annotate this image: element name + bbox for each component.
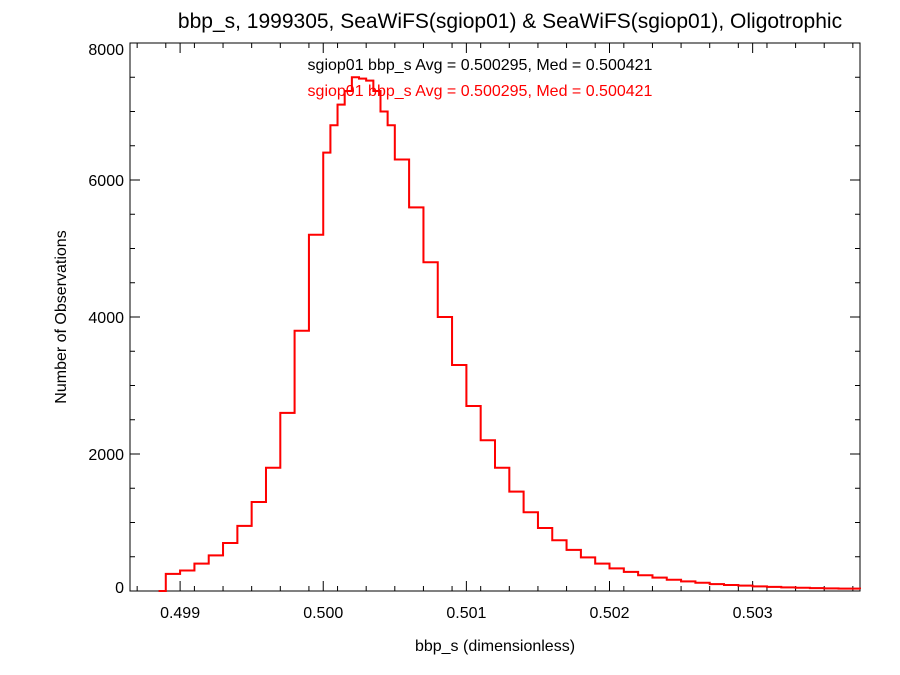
series-line-black: [158, 76, 861, 592]
plot-frame: [129, 42, 861, 592]
y-tick-label: 2000: [88, 447, 124, 464]
axis-tick-labels: 0.499 0.500 0.501 0.502 0.503 0 2000 4000 6000 80…: [88, 42, 772, 622]
series-stat-label-black: sgiop01 bbp_s Avg = 0.500295, Med = 0.50…: [308, 57, 653, 74]
series-stat-label-red: sgiop01 bbp_s Avg = 0.500295, Med = 0.50…: [308, 83, 653, 100]
x-tick-label: 0.499: [160, 605, 200, 622]
x-tick-label: 0.500: [303, 605, 343, 622]
y-tick-label: 4000: [88, 310, 124, 327]
series-group: [158, 76, 861, 592]
y-tick-label: 0: [115, 580, 124, 597]
x-tick-label: 0.503: [733, 605, 773, 622]
chart-title: bbp_s, 1999305, SeaWiFS(sgiop01) & SeaWi…: [178, 10, 842, 33]
x-tick-label: 0.501: [446, 605, 486, 622]
x-tick-label: 0.502: [589, 605, 629, 622]
x-axis-label: bbp_s (dimensionless): [415, 638, 575, 655]
y-tick-label: 8000: [88, 42, 124, 59]
axis-ticks: [130, 42, 860, 592]
series-line-red: [158, 76, 861, 592]
y-axis-label: Number of Observations: [53, 230, 70, 403]
y-tick-label: 6000: [88, 173, 124, 190]
